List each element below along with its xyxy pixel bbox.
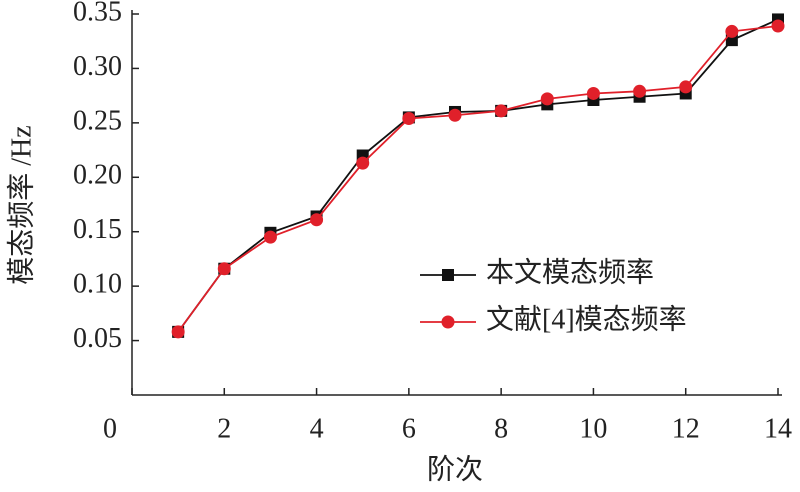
- series-line: [177, 18, 779, 333]
- data-point: [356, 156, 370, 170]
- data-point: [448, 108, 462, 122]
- data-point: [586, 86, 600, 100]
- series-line: [177, 25, 779, 333]
- y-tick-label: 0.15: [73, 214, 122, 245]
- y-tick-label: 0.25: [73, 105, 122, 136]
- data-point: [771, 19, 785, 33]
- y-tick-label: 0.20: [73, 160, 122, 191]
- y-tick-label: 0.10: [73, 269, 122, 300]
- data-point: [725, 24, 739, 38]
- y-tick-label: 0.35: [73, 0, 122, 27]
- data-point: [217, 262, 231, 276]
- x-tick-label: 0: [103, 413, 117, 444]
- y-tick-label: 0.30: [73, 51, 122, 82]
- data-point: [263, 230, 277, 244]
- y-tick-label: 0.05: [73, 323, 122, 354]
- x-axis-label: 阶次: [427, 453, 483, 485]
- legend-marker: [441, 315, 455, 329]
- data-point: [540, 92, 554, 106]
- x-tick-label: 14: [764, 413, 792, 444]
- data-point: [171, 325, 185, 339]
- data-point: [494, 104, 508, 118]
- data-point: [310, 213, 324, 227]
- legend-marker: [442, 269, 454, 281]
- y-axis-label: 模态频率 /Hz: [5, 125, 37, 284]
- x-tick-label: 10: [579, 413, 607, 444]
- data-point: [772, 13, 784, 26]
- x-tick-label: 12: [672, 413, 700, 444]
- x-tick-label: 2: [217, 413, 231, 444]
- x-tick-label: 8: [494, 413, 508, 444]
- x-tick-label: 6: [402, 413, 416, 444]
- x-tick-label: 4: [310, 413, 324, 444]
- data-point: [402, 112, 416, 126]
- data-point: [633, 84, 647, 98]
- data-point: [679, 80, 693, 94]
- legend-label: 本文模态频率: [486, 256, 654, 288]
- legend-label: 文献[4]模态频率: [486, 303, 687, 335]
